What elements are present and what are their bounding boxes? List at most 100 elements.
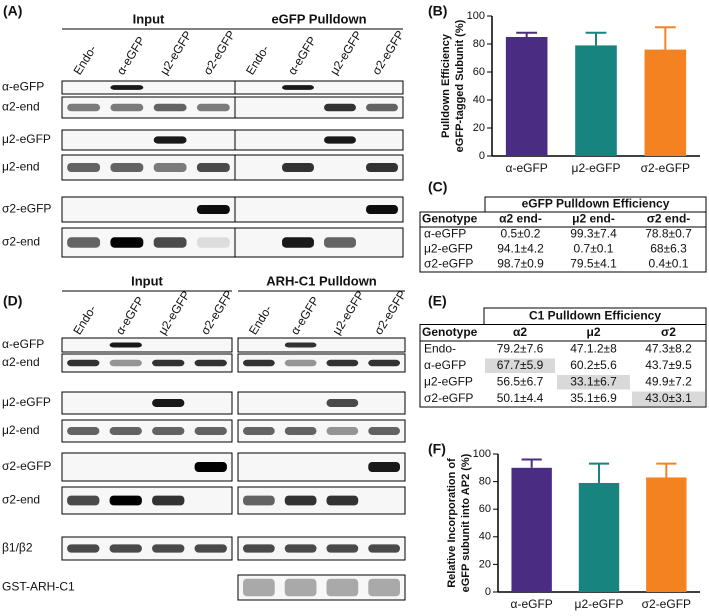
row-label: σ2-end — [2, 493, 40, 507]
blot-box — [61, 129, 236, 151]
band — [324, 136, 356, 144]
row-label: α-eGFP — [2, 80, 44, 94]
band — [110, 163, 144, 172]
band — [196, 237, 230, 248]
blot-box — [237, 391, 406, 415]
blot-box — [237, 353, 406, 373]
lane-label: μ2-eGFP — [327, 28, 365, 77]
error-bar — [516, 31, 538, 37]
band — [326, 427, 359, 435]
row-label: β1/β2 — [2, 541, 33, 555]
band — [153, 136, 187, 144]
blot-box — [234, 129, 404, 151]
band — [152, 359, 185, 367]
band — [243, 427, 275, 435]
table-header: σ2 end- — [647, 212, 691, 226]
y-tick-label: 0 — [485, 586, 491, 598]
table-cell: 79.5±4.1 — [570, 257, 617, 271]
band — [284, 578, 317, 597]
row-label: μ2-end — [2, 423, 40, 437]
table-cell: 0.7±0.1 — [574, 242, 614, 256]
panel-label: (E) — [428, 293, 447, 309]
band — [282, 237, 314, 248]
y-tick-label: 60 — [473, 66, 485, 78]
row-label: μ2-eGFP — [2, 132, 51, 146]
blot-box — [61, 536, 233, 561]
table-cell: μ2-eGFP — [424, 374, 473, 388]
band — [110, 103, 144, 112]
table-cell: Endo- — [424, 341, 456, 355]
table-cell: 68±6.3 — [650, 242, 687, 256]
band — [326, 359, 359, 367]
band — [152, 544, 185, 553]
table-title: C1 Pulldown Efficiency — [529, 308, 661, 322]
lane-label: σ2-eGFP — [369, 28, 407, 77]
bar — [578, 482, 620, 592]
band — [368, 578, 400, 597]
blot-box — [237, 419, 406, 443]
band — [196, 103, 230, 112]
table-cell: α-eGFP — [424, 358, 466, 372]
table-title: eGFP Pulldown Efficiency — [522, 197, 670, 211]
error-bar — [585, 31, 607, 46]
y-tick-label: 0 — [479, 150, 485, 162]
band — [67, 163, 101, 172]
table-header: α2 — [513, 325, 527, 339]
band — [67, 237, 101, 248]
error-bar — [654, 26, 676, 50]
table-header: μ2 end- — [572, 212, 615, 226]
y-tick-label: 20 — [473, 122, 485, 134]
lane-label: σ2-eGFP — [198, 288, 236, 337]
bar — [511, 467, 552, 592]
band — [284, 495, 317, 506]
band — [67, 359, 100, 367]
group-header: ARH-C1 Pulldown — [266, 273, 377, 288]
lane-label: Endo- — [243, 43, 272, 78]
row-label: σ2-eGFP — [2, 202, 51, 216]
y-axis-label: eGFP subunit into AP2 (%) — [460, 453, 472, 592]
band — [284, 427, 317, 435]
row-label: σ2-eGFP — [2, 459, 51, 473]
table-cell: 94.1±4.2 — [497, 242, 544, 256]
lane-label: Endo- — [246, 303, 275, 338]
y-tick-label: 80 — [473, 38, 485, 50]
table-cell: 99.3±7.4 — [570, 227, 617, 241]
row-label: α2-end — [2, 100, 40, 114]
table-cell: 43.0±3.1 — [645, 391, 692, 405]
band — [368, 461, 400, 473]
row-label: μ2-end — [2, 160, 40, 174]
table-cell: 0.4±0.1 — [649, 257, 689, 271]
table-cell: 78.8±0.7 — [645, 227, 692, 241]
band — [326, 495, 359, 506]
blot-box — [237, 536, 406, 561]
lane-label: α-eGFP — [285, 34, 319, 77]
x-tick-label: σ2-eGFP — [642, 597, 691, 611]
blot-box — [61, 391, 233, 415]
table-cell: 49.9±7.2 — [645, 374, 692, 388]
band — [67, 544, 100, 553]
table-cell: 47.1.2±8 — [570, 341, 617, 355]
blot-box — [234, 96, 404, 119]
band — [153, 163, 187, 172]
band — [324, 103, 356, 112]
band — [153, 237, 187, 248]
table-cell: 79.2±7.6 — [497, 341, 544, 355]
cell-highlight — [557, 375, 630, 390]
band — [194, 461, 227, 473]
y-tick-label: 20 — [479, 558, 491, 570]
blot-box — [61, 419, 233, 443]
panel-label: (C) — [428, 179, 447, 195]
band — [194, 544, 227, 553]
band — [243, 359, 275, 367]
band — [110, 85, 144, 90]
band — [282, 85, 314, 90]
group-header: eGFP Pulldown — [271, 11, 366, 26]
bar — [646, 477, 687, 592]
band — [109, 342, 142, 348]
blot-box — [234, 80, 404, 95]
band — [284, 359, 317, 367]
band — [368, 359, 400, 367]
table-header: Genotype — [422, 212, 478, 226]
lane-label: Endo- — [70, 303, 99, 338]
